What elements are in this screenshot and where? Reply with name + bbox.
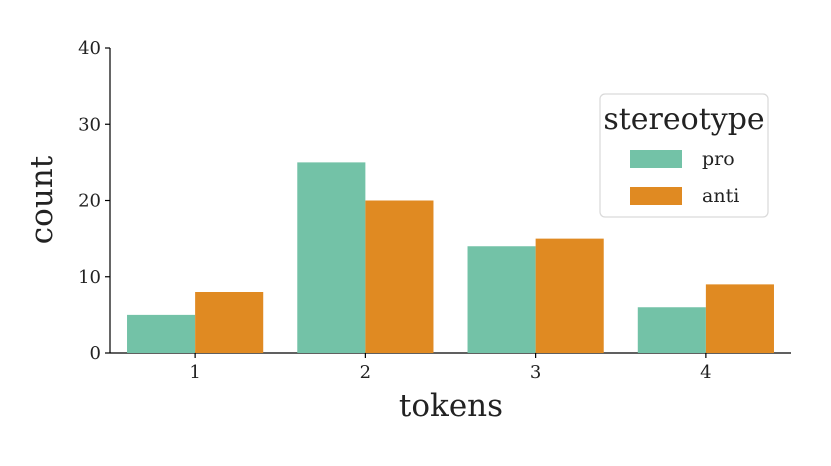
legend-frame [599,93,769,218]
x-tick-label: 2 [360,362,371,383]
x-tick-label: 4 [700,362,711,383]
y-tick-label: 30 [78,114,101,135]
bar-pro-1 [127,314,196,353]
y-tick-label: 0 [90,343,101,364]
legend-label-pro: pro [702,148,735,170]
bar-pro-3 [467,246,536,353]
bars [127,162,774,353]
bar-anti-1 [195,292,264,353]
x-axis: 1 2 3 4 [110,352,791,383]
y-tick-label: 10 [78,267,101,288]
y-tick-label: 20 [78,191,101,212]
legend-swatch-anti [630,187,682,205]
x-tick-label: 1 [189,362,200,383]
bar-anti-2 [365,200,434,353]
y-axis: 0 10 20 30 40 [78,38,111,364]
bar-pro-2 [297,162,366,353]
legend-label-anti: anti [702,185,739,207]
y-axis-label: count [24,155,60,244]
bar-anti-3 [535,238,604,353]
bar-pro-4 [637,307,706,353]
y-tick-label: 40 [78,38,101,59]
bar-anti-4 [705,284,774,353]
legend-swatch-pro [630,150,682,168]
x-axis-label: tokens [399,388,503,424]
legend: stereotype pro anti [599,93,769,218]
legend-entries: pro anti [630,148,739,207]
legend-title: stereotype [603,102,764,137]
x-tick-label: 3 [530,362,541,383]
